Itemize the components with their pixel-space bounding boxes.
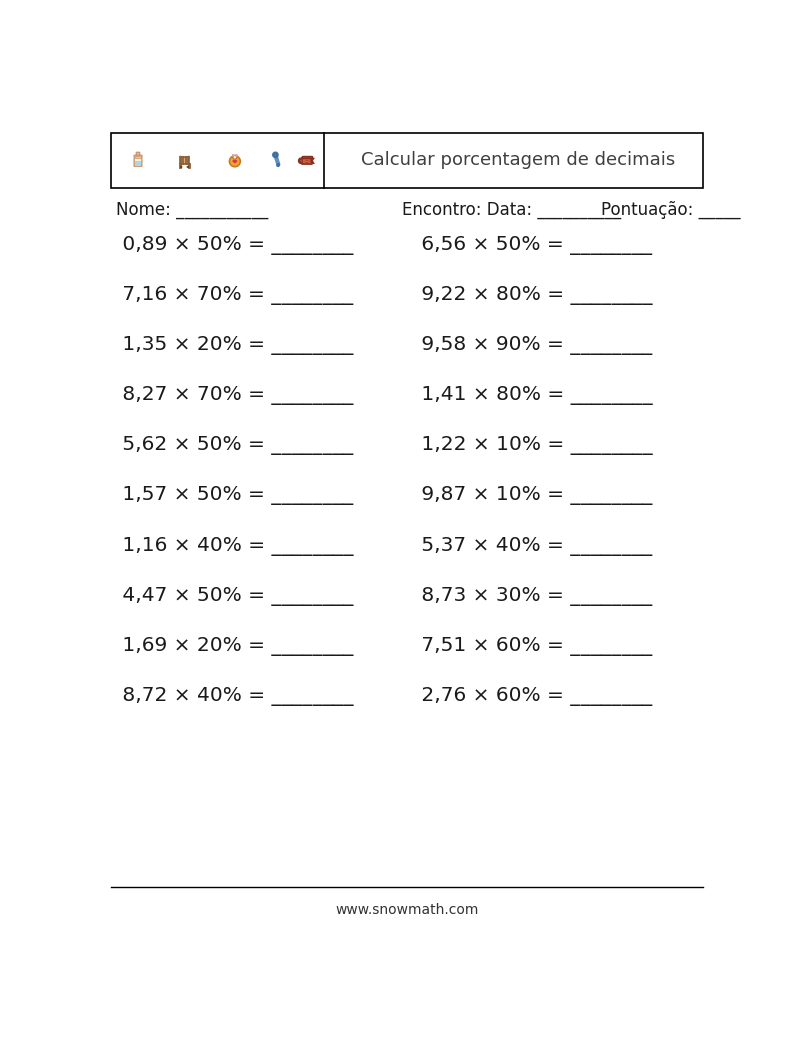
FancyBboxPatch shape: [134, 156, 141, 158]
Text: Nome: ___________: Nome: ___________: [116, 200, 268, 219]
Circle shape: [188, 156, 189, 158]
Text: 9,22 × 80% = ________: 9,22 × 80% = ________: [415, 286, 653, 305]
Text: 1,41 × 80% = ________: 1,41 × 80% = ________: [415, 386, 653, 405]
FancyBboxPatch shape: [134, 156, 142, 166]
Text: 4,47 × 50% = ________: 4,47 × 50% = ________: [116, 587, 353, 605]
Polygon shape: [233, 161, 237, 163]
Text: 9,87 × 10% = ________: 9,87 × 10% = ________: [415, 486, 653, 505]
Text: 8,72 × 40% = ________: 8,72 × 40% = ________: [116, 687, 354, 706]
FancyBboxPatch shape: [302, 158, 312, 164]
FancyBboxPatch shape: [111, 133, 703, 187]
Text: 0,89 × 50% = ________: 0,89 × 50% = ________: [116, 236, 353, 255]
Text: 1,22 × 10% = ________: 1,22 × 10% = ________: [415, 436, 653, 455]
Text: 1,57 × 50% = ________: 1,57 × 50% = ________: [116, 486, 353, 505]
Polygon shape: [233, 155, 235, 157]
Circle shape: [180, 166, 182, 167]
Text: 5,37 × 40% = ________: 5,37 × 40% = ________: [415, 537, 653, 556]
FancyBboxPatch shape: [137, 153, 140, 156]
Text: 1,69 × 20% = ________: 1,69 × 20% = ________: [116, 637, 353, 656]
Text: 1,16 × 40% = ________: 1,16 × 40% = ________: [116, 537, 354, 556]
Text: 9,58 × 90% = ________: 9,58 × 90% = ________: [415, 336, 653, 355]
FancyBboxPatch shape: [180, 157, 189, 164]
Text: 2,76 × 60% = ________: 2,76 × 60% = ________: [415, 687, 653, 706]
Text: Pontuação: _____: Pontuação: _____: [601, 200, 741, 219]
Text: www.snowmath.com: www.snowmath.com: [335, 903, 479, 917]
Text: 7,16 × 70% = ________: 7,16 × 70% = ________: [116, 286, 353, 305]
FancyBboxPatch shape: [135, 161, 141, 166]
Text: Encontro: Data: __________: Encontro: Data: __________: [402, 200, 621, 219]
Text: Calcular porcentagem de decimais: Calcular porcentagem de decimais: [360, 152, 675, 170]
FancyBboxPatch shape: [303, 156, 311, 158]
Circle shape: [235, 160, 237, 162]
Text: 5,62 × 50% = ________: 5,62 × 50% = ________: [116, 436, 353, 455]
Text: 7,51 × 60% = ________: 7,51 × 60% = ________: [415, 637, 653, 656]
FancyBboxPatch shape: [277, 164, 279, 165]
Circle shape: [306, 160, 308, 162]
Circle shape: [179, 156, 181, 158]
Polygon shape: [235, 155, 237, 157]
Text: 8,27 × 70% = ________: 8,27 × 70% = ________: [116, 386, 353, 405]
Text: 1,35 × 20% = ________: 1,35 × 20% = ________: [116, 336, 353, 355]
Text: 6,56 × 50% = ________: 6,56 × 50% = ________: [415, 236, 653, 255]
Circle shape: [233, 160, 235, 162]
Circle shape: [187, 166, 189, 167]
Circle shape: [233, 155, 237, 159]
Circle shape: [229, 156, 241, 166]
Text: 8,73 × 30% = ________: 8,73 × 30% = ________: [415, 587, 653, 605]
